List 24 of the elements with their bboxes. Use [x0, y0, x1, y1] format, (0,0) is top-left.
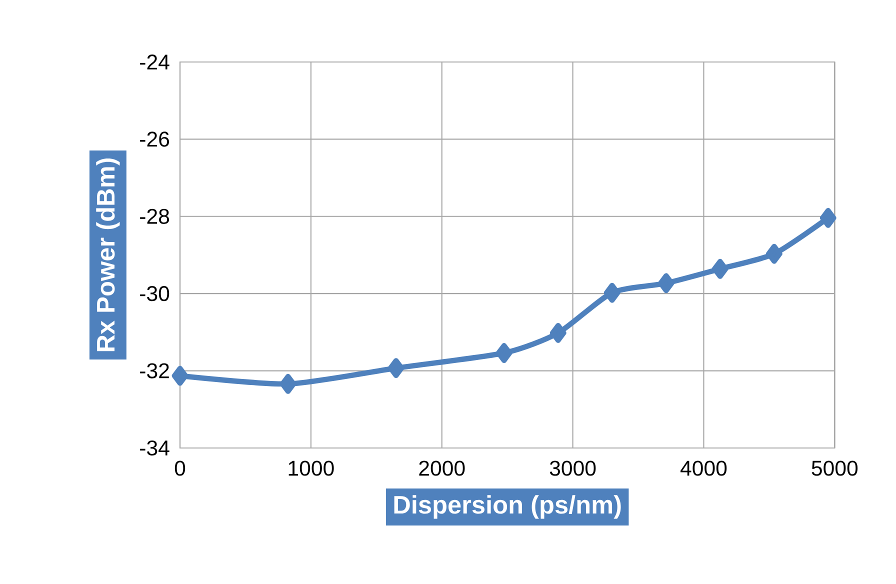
y-tick-label: -30	[140, 286, 170, 302]
x-tick-label: 4000	[680, 460, 727, 476]
x-tick-label: 3000	[550, 460, 596, 476]
point	[388, 358, 404, 378]
x-axis-title: Dispersion (ps/nm)	[394, 495, 621, 519]
point	[658, 273, 674, 294]
x-tick-label: 1000	[288, 460, 334, 476]
y-axis-title: Rx Power (dBm)	[96, 158, 120, 352]
y-tick-label: -34	[140, 440, 170, 456]
x-tick-label: 0	[174, 460, 186, 476]
y-tick-label: -32	[140, 363, 169, 378]
x-tick-label: 5000	[812, 460, 858, 476]
point	[280, 374, 296, 394]
y-tick-label: -26	[140, 132, 170, 147]
point	[766, 244, 782, 264]
point	[550, 322, 566, 343]
x-tick-label: 2000	[419, 460, 465, 476]
point	[496, 343, 512, 364]
y-tick-label: -28	[140, 208, 170, 224]
y-tick-label: -24	[140, 54, 170, 70]
point	[820, 208, 836, 228]
point	[172, 366, 188, 386]
point	[712, 258, 728, 279]
point	[604, 282, 620, 303]
